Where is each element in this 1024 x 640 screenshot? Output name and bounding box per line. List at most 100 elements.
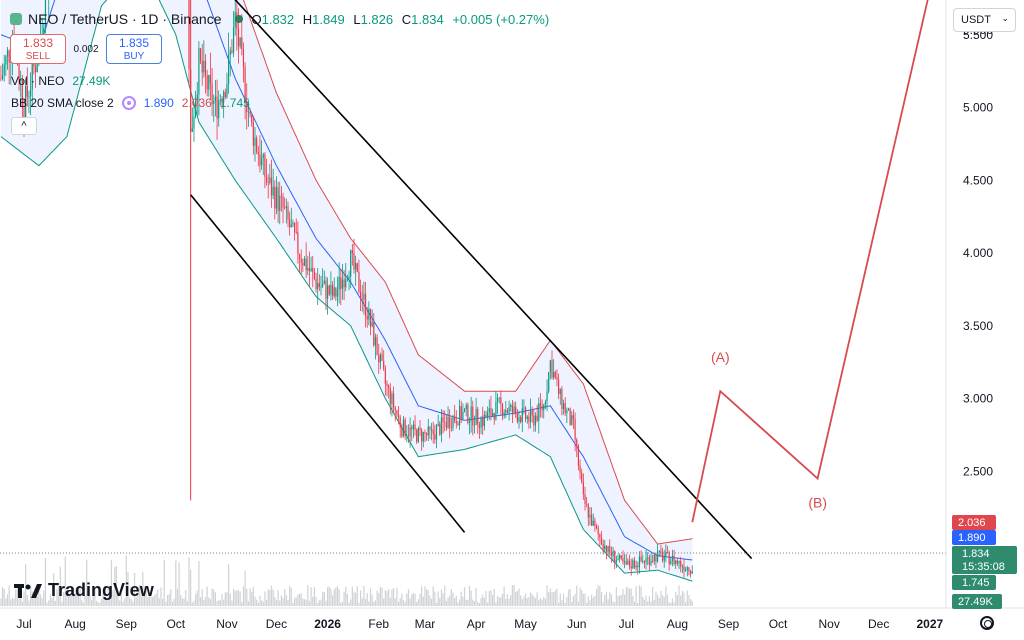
- candle-body: [275, 187, 278, 209]
- candle-body: [298, 254, 301, 259]
- candle-body: [355, 263, 357, 270]
- candle-body: [577, 446, 579, 466]
- volume-bar: [99, 602, 101, 606]
- volume-bar: [483, 597, 485, 606]
- candle-body: [505, 410, 507, 413]
- volume-bar: [162, 598, 164, 606]
- volume-bar: [439, 598, 441, 606]
- volume-bar: [229, 593, 231, 606]
- volume-bar: [450, 589, 452, 606]
- volume-bar: [586, 602, 588, 606]
- volume-bar: [496, 596, 499, 606]
- currency-selector[interactable]: USDT ⌄: [953, 8, 1016, 32]
- volume-indicator-legend[interactable]: Vol · NEO 27.49K: [11, 74, 110, 88]
- volume-bar: [513, 585, 515, 606]
- bb-indicator-legend[interactable]: BB 20 SMA close 2 1.890 2.036 1.745: [11, 96, 250, 110]
- volume-bar: [71, 586, 73, 606]
- candle-body: [325, 280, 327, 299]
- volume-bar: [133, 572, 136, 606]
- candle-body: [346, 278, 348, 280]
- volume-bar: [414, 593, 416, 606]
- currency-value: USDT: [961, 14, 991, 26]
- candle-body: [292, 222, 294, 225]
- volume-bar: [275, 600, 278, 606]
- candle-body: [676, 560, 678, 564]
- buy-button[interactable]: 1.835 BUY: [106, 34, 162, 64]
- candle-body: [366, 315, 368, 320]
- volume-bar: [554, 590, 556, 606]
- bb-lower-line: [0, 0, 693, 582]
- volume-bar: [526, 598, 528, 606]
- volume-bar: [587, 596, 589, 606]
- channel-line[interactable]: [214, 0, 753, 560]
- candle-body: [348, 276, 350, 279]
- time-axis[interactable]: Jul Aug Sep Oct Nov Dec 2026 Feb Mar Apr May Jun Jul…: [16, 617, 943, 631]
- x-tick-label: Sep: [718, 617, 740, 631]
- volume-bar: [409, 598, 411, 606]
- y-tick-label: 5.000: [963, 101, 993, 115]
- brand-name: TradingView: [48, 580, 154, 600]
- collapse-legend-button[interactable]: ^: [11, 117, 37, 135]
- candle-body: [333, 287, 335, 297]
- candle-body: [244, 67, 246, 102]
- volume-bar: [199, 597, 202, 606]
- candle-body: [43, 27, 45, 37]
- volume-bar: [364, 599, 367, 606]
- volume-bar: [655, 591, 657, 606]
- sell-button[interactable]: 1.833 SELL: [10, 34, 66, 64]
- symbol-title[interactable]: NEO / TetherUS · 1D · Binance: [28, 11, 222, 27]
- volume-bar: [633, 601, 636, 606]
- projection-path[interactable]: [691, 0, 936, 523]
- volume-bar: [198, 561, 200, 606]
- candle-body: [426, 433, 428, 436]
- volume-bar: [190, 569, 192, 606]
- trend-channel[interactable]: [190, 0, 753, 560]
- candle-body: [393, 393, 395, 408]
- volume-bar: [559, 593, 561, 606]
- candle-body: [383, 360, 385, 369]
- volume-bar: [572, 596, 575, 606]
- volume-bar: [269, 589, 271, 606]
- volume-bar: [670, 602, 672, 606]
- volume-indicator-value: 27.49K: [72, 74, 111, 88]
- volume-bar: [642, 596, 644, 606]
- trade-panel: 1.833 SELL 0.002 1.835 BUY: [10, 34, 162, 64]
- candle-body: [242, 48, 245, 68]
- candle-body: [216, 96, 218, 119]
- candle-body: [384, 368, 386, 384]
- candle-body: [562, 403, 565, 410]
- wave-projection[interactable]: (A)(B)(C): [691, 0, 943, 523]
- candle-body: [648, 557, 650, 565]
- candle-body: [546, 391, 548, 402]
- volume-bar: [244, 570, 246, 606]
- volume-bar: [457, 602, 459, 606]
- volume-bar: [224, 592, 226, 606]
- candle-body: [208, 74, 210, 90]
- volume-bar: [102, 591, 104, 606]
- volume-bar: [119, 600, 121, 606]
- volume-bar: [690, 599, 692, 606]
- market-status-icon[interactable]: [235, 15, 244, 23]
- x-tick-label: Feb: [368, 617, 389, 631]
- volume-bar: [366, 593, 368, 606]
- candle-body: [582, 482, 584, 495]
- candle-body: [371, 321, 373, 327]
- open-value: 1.832: [261, 11, 295, 27]
- candle-body: [294, 222, 296, 233]
- volume-bar: [196, 590, 198, 606]
- candle-body: [452, 416, 454, 428]
- candle-body: [591, 514, 593, 526]
- channel-line[interactable]: [190, 194, 466, 533]
- volume-bar: [284, 588, 286, 606]
- volume-bar: [153, 595, 155, 606]
- gear-icon[interactable]: [980, 616, 994, 630]
- volume-bar: [371, 594, 373, 606]
- volume-bar: [356, 586, 358, 606]
- candle-body: [657, 551, 659, 562]
- volume-bar: [402, 600, 405, 606]
- volume-bar: [1, 587, 4, 606]
- candle-body: [666, 551, 669, 553]
- volume-bar: [41, 598, 43, 606]
- price-axis[interactable]: 8.5008.0007.5007.0006.5006.0005.5005.000…: [963, 0, 993, 478]
- volume-bar: [15, 589, 17, 606]
